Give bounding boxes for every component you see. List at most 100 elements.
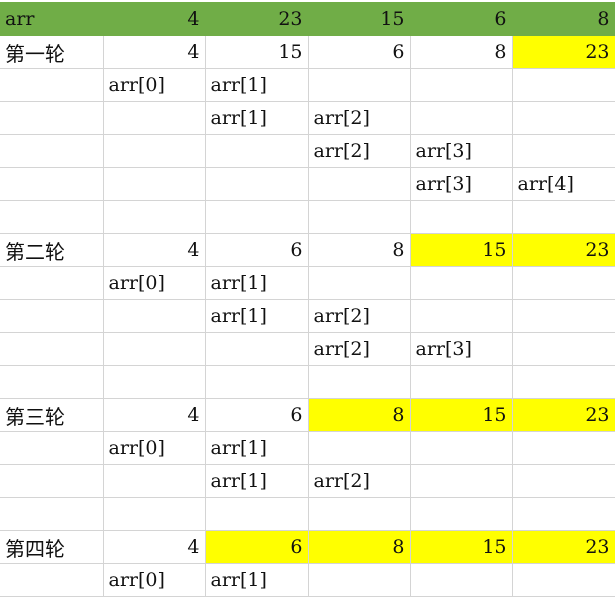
cell[interactable] bbox=[0, 431, 104, 465]
cell[interactable]: 8 bbox=[409, 35, 513, 69]
cell[interactable]: arr[0] bbox=[102, 68, 206, 102]
cell[interactable] bbox=[102, 464, 206, 498]
cell[interactable] bbox=[204, 497, 309, 531]
cell[interactable] bbox=[511, 68, 615, 102]
cell[interactable] bbox=[0, 200, 104, 234]
cell[interactable]: 4 bbox=[102, 233, 206, 267]
cell[interactable]: 15 bbox=[409, 530, 513, 564]
cell[interactable]: 8 bbox=[307, 530, 411, 564]
cell[interactable]: arr[2] bbox=[307, 464, 411, 498]
cell[interactable]: 6 bbox=[204, 530, 309, 564]
cell[interactable]: 15 bbox=[409, 398, 513, 432]
cell[interactable] bbox=[102, 134, 206, 168]
cell[interactable]: arr[1] bbox=[204, 299, 309, 333]
cell[interactable]: 6 bbox=[204, 233, 309, 267]
cell[interactable] bbox=[511, 134, 615, 168]
cell[interactable] bbox=[307, 365, 411, 399]
cell[interactable]: 23 bbox=[511, 530, 615, 564]
cell[interactable] bbox=[0, 134, 104, 168]
cell[interactable] bbox=[0, 266, 104, 300]
cell[interactable]: 8 bbox=[511, 2, 615, 36]
cell[interactable]: 23 bbox=[511, 35, 615, 69]
cell[interactable] bbox=[511, 101, 615, 135]
cell[interactable]: arr[3] bbox=[409, 167, 513, 201]
cell[interactable] bbox=[204, 167, 309, 201]
cell[interactable]: 8 bbox=[307, 233, 411, 267]
cell[interactable] bbox=[511, 200, 615, 234]
cell[interactable] bbox=[511, 563, 615, 597]
cell[interactable] bbox=[102, 101, 206, 135]
cell[interactable] bbox=[511, 464, 615, 498]
cell[interactable] bbox=[511, 431, 615, 465]
cell[interactable]: 8 bbox=[307, 398, 411, 432]
cell[interactable] bbox=[102, 299, 206, 333]
cell[interactable]: arr[0] bbox=[102, 266, 206, 300]
cell[interactable] bbox=[307, 431, 411, 465]
cell[interactable]: arr[0] bbox=[102, 431, 206, 465]
cell[interactable] bbox=[511, 266, 615, 300]
cell[interactable] bbox=[409, 563, 513, 597]
cell[interactable]: 15 bbox=[307, 2, 411, 36]
cell[interactable]: 4 bbox=[102, 398, 206, 432]
cell[interactable] bbox=[102, 497, 206, 531]
cell[interactable]: arr[4] bbox=[511, 167, 615, 201]
cell[interactable]: arr[1] bbox=[204, 431, 309, 465]
cell[interactable]: arr[3] bbox=[409, 134, 513, 168]
cell[interactable]: 23 bbox=[511, 233, 615, 267]
cell[interactable]: 23 bbox=[204, 2, 309, 36]
cell[interactable] bbox=[409, 266, 513, 300]
cell[interactable] bbox=[409, 464, 513, 498]
cell[interactable]: arr[2] bbox=[307, 332, 411, 366]
cell[interactable] bbox=[409, 365, 513, 399]
cell[interactable]: arr[1] bbox=[204, 464, 309, 498]
cell[interactable]: arr[3] bbox=[409, 332, 513, 366]
cell[interactable]: arr[1] bbox=[204, 563, 309, 597]
cell[interactable]: 6 bbox=[204, 398, 309, 432]
cell[interactable] bbox=[307, 68, 411, 102]
cell[interactable] bbox=[0, 497, 104, 531]
cell[interactable]: 6 bbox=[409, 2, 513, 36]
cell[interactable]: arr bbox=[0, 2, 104, 36]
cell[interactable]: arr[0] bbox=[102, 563, 206, 597]
cell[interactable]: arr[1] bbox=[204, 68, 309, 102]
cell[interactable] bbox=[102, 365, 206, 399]
cell[interactable]: 第四轮 bbox=[0, 530, 104, 564]
cell[interactable] bbox=[0, 464, 104, 498]
cell[interactable] bbox=[409, 497, 513, 531]
cell[interactable]: arr[2] bbox=[307, 101, 411, 135]
cell[interactable] bbox=[0, 299, 104, 333]
cell[interactable] bbox=[511, 497, 615, 531]
cell[interactable]: 6 bbox=[307, 35, 411, 69]
cell[interactable] bbox=[0, 365, 104, 399]
cell[interactable] bbox=[204, 134, 309, 168]
cell[interactable] bbox=[307, 200, 411, 234]
cell[interactable]: 4 bbox=[102, 35, 206, 69]
cell[interactable] bbox=[409, 431, 513, 465]
cell[interactable]: 4 bbox=[102, 530, 206, 564]
cell[interactable]: 4 bbox=[102, 2, 206, 36]
cell[interactable] bbox=[204, 365, 309, 399]
cell[interactable]: arr[2] bbox=[307, 299, 411, 333]
cell[interactable]: arr[1] bbox=[204, 266, 309, 300]
cell[interactable]: 15 bbox=[204, 35, 309, 69]
cell[interactable] bbox=[307, 497, 411, 531]
cell[interactable] bbox=[102, 167, 206, 201]
cell[interactable]: arr[2] bbox=[307, 134, 411, 168]
cell[interactable] bbox=[409, 200, 513, 234]
cell[interactable] bbox=[511, 299, 615, 333]
cell[interactable]: 第一轮 bbox=[0, 35, 104, 69]
cell[interactable] bbox=[511, 365, 615, 399]
cell[interactable]: 第二轮 bbox=[0, 233, 104, 267]
cell[interactable] bbox=[102, 200, 206, 234]
cell[interactable]: 23 bbox=[511, 398, 615, 432]
cell[interactable] bbox=[409, 68, 513, 102]
cell[interactable] bbox=[307, 563, 411, 597]
cell[interactable] bbox=[204, 200, 309, 234]
cell[interactable]: 第三轮 bbox=[0, 398, 104, 432]
cell[interactable] bbox=[0, 563, 104, 597]
cell[interactable] bbox=[409, 101, 513, 135]
cell[interactable]: 15 bbox=[409, 233, 513, 267]
cell[interactable] bbox=[102, 332, 206, 366]
cell[interactable] bbox=[307, 167, 411, 201]
cell[interactable] bbox=[409, 299, 513, 333]
